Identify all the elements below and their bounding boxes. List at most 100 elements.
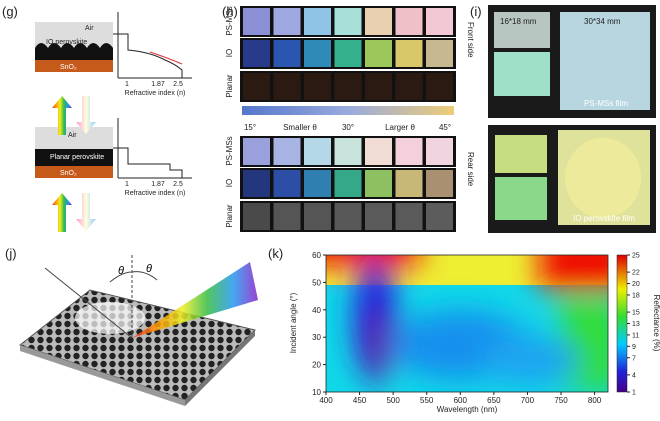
angle-symbol: θ	[118, 265, 124, 277]
sample	[365, 8, 392, 35]
x-tick-label: 700	[521, 396, 535, 405]
colorbar-tick-label: 22	[632, 270, 640, 277]
colorbar-tick-label: 18	[632, 292, 640, 299]
panel-label: (i)	[470, 4, 482, 19]
sample	[334, 8, 362, 35]
sample	[365, 170, 392, 197]
tick-label: 2.5	[173, 81, 183, 88]
panel-label: (j)	[5, 246, 17, 261]
sample	[304, 73, 331, 100]
axis-label: Refractive index (n)	[125, 190, 186, 197]
axis-label: Refractive index (n)	[125, 90, 186, 97]
sample	[395, 40, 423, 67]
sample	[365, 138, 392, 165]
layer-stack	[35, 22, 113, 178]
panel-label: (k)	[268, 246, 283, 261]
sample	[273, 8, 301, 35]
y-tick-label: 60	[312, 251, 321, 260]
x-tick-label: 750	[554, 396, 568, 405]
angle-label: Larger θ	[385, 123, 415, 132]
sample	[365, 40, 392, 67]
y-tick-label: 40	[312, 306, 321, 315]
sample	[304, 8, 331, 35]
size-label: 30*34 mm	[584, 17, 621, 26]
sample	[334, 73, 362, 100]
sample	[243, 138, 270, 165]
sample	[395, 73, 423, 100]
x-tick-label: 600	[454, 396, 468, 405]
x-tick-label: 650	[487, 396, 501, 405]
x-tick-label: 500	[386, 396, 400, 405]
row-label: Planar	[225, 74, 234, 97]
sample	[334, 170, 362, 197]
sample	[273, 203, 301, 230]
sample	[426, 170, 453, 197]
side-label: Front side	[466, 22, 475, 58]
layer-label: Air	[85, 25, 94, 32]
sample	[243, 8, 270, 35]
sample	[334, 138, 362, 165]
layer-label: SnO₂	[60, 170, 77, 177]
sample	[304, 170, 331, 197]
colorbar-tick-label: 11	[632, 332, 639, 339]
sample	[426, 203, 453, 230]
light-arrows	[52, 96, 96, 232]
x-tick-label: 800	[588, 396, 602, 405]
colorbar-tick-label: 20	[632, 281, 640, 288]
layer-label: Air	[68, 132, 77, 139]
sample	[426, 73, 453, 100]
y-tick-label: 30	[312, 333, 321, 342]
colorbar-tick-label: 1	[632, 390, 636, 397]
panel-label: (g)	[2, 4, 18, 19]
sample	[334, 203, 362, 230]
sample-grid: PS-MSs IO Planar PS-MSs IO Planar	[225, 6, 456, 232]
x-axis-label: Wavelength (nm)	[437, 405, 498, 414]
colorbar-tick-label: 7	[632, 355, 636, 362]
tick-label: 2.5	[173, 181, 183, 188]
angle-label: Smaller θ	[283, 123, 317, 132]
colorbar-label: Reflectance (%)	[652, 295, 660, 352]
row-label: IO	[225, 49, 234, 57]
sample	[365, 203, 392, 230]
side-label: Rear side	[466, 152, 475, 187]
y-axis-label: Incident angle (°)	[289, 292, 298, 353]
colorbar-tick-label: 9	[632, 344, 636, 351]
sample	[365, 73, 392, 100]
angle-label: 30°	[342, 123, 354, 132]
layer-label: IO perovskite	[46, 39, 87, 46]
angle-label: 15°	[244, 123, 256, 132]
plot-frame	[325, 254, 609, 393]
sample	[304, 40, 331, 67]
sample	[304, 203, 331, 230]
tick-label: 1.87	[151, 181, 165, 188]
index-profile	[113, 12, 192, 179]
sample	[243, 40, 270, 67]
tick-label: 1	[125, 81, 129, 88]
sample	[273, 170, 301, 197]
colorbar-tick-label: 4	[632, 372, 636, 379]
sample	[243, 203, 270, 230]
sample	[334, 40, 362, 67]
tick-label: 1	[125, 181, 129, 188]
sample	[395, 203, 423, 230]
x-tick-label: 400	[319, 396, 333, 405]
sample	[273, 138, 301, 165]
y-tick-label: 50	[312, 278, 321, 287]
tick-label: 1.87	[151, 81, 165, 88]
colorbar	[616, 254, 628, 393]
heatmap	[326, 255, 608, 392]
sample	[395, 8, 423, 35]
caption: PS-MSs film	[584, 99, 628, 108]
sample	[273, 40, 301, 67]
layer-label: SnO₂	[60, 64, 77, 71]
angle-bar	[242, 106, 454, 115]
row-label: PS-MSs	[225, 6, 234, 35]
x-tick-label: 450	[353, 396, 367, 405]
sample	[426, 8, 453, 35]
colorbar-tick-label: 13	[632, 321, 640, 328]
angle-symbol: θ	[146, 263, 152, 275]
sample	[243, 170, 270, 197]
diffraction-sketch	[18, 255, 258, 406]
caption: IO perovskite film	[573, 214, 635, 223]
